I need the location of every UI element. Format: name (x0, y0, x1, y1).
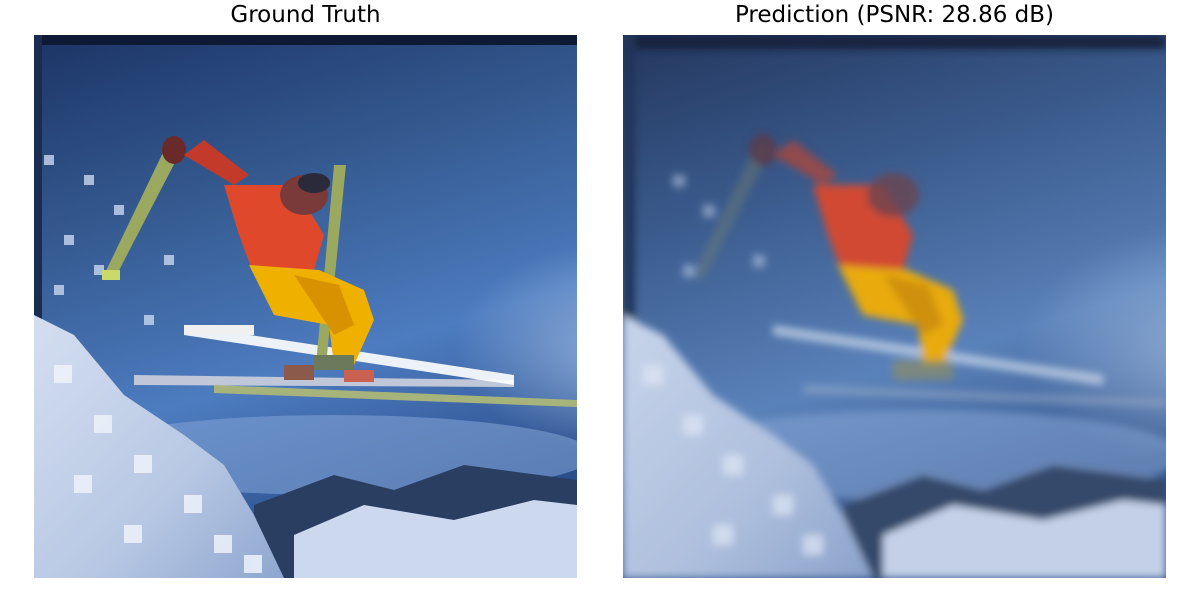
prediction-image (623, 35, 1166, 578)
prediction-title: Prediction (PSNR: 28.86 dB) (734, 2, 1055, 28)
ground-truth-title: Ground Truth (230, 2, 381, 28)
ground-truth-skier-photo (34, 35, 577, 578)
prediction-skier-photo (623, 35, 1166, 578)
ground-truth-image (34, 35, 577, 578)
